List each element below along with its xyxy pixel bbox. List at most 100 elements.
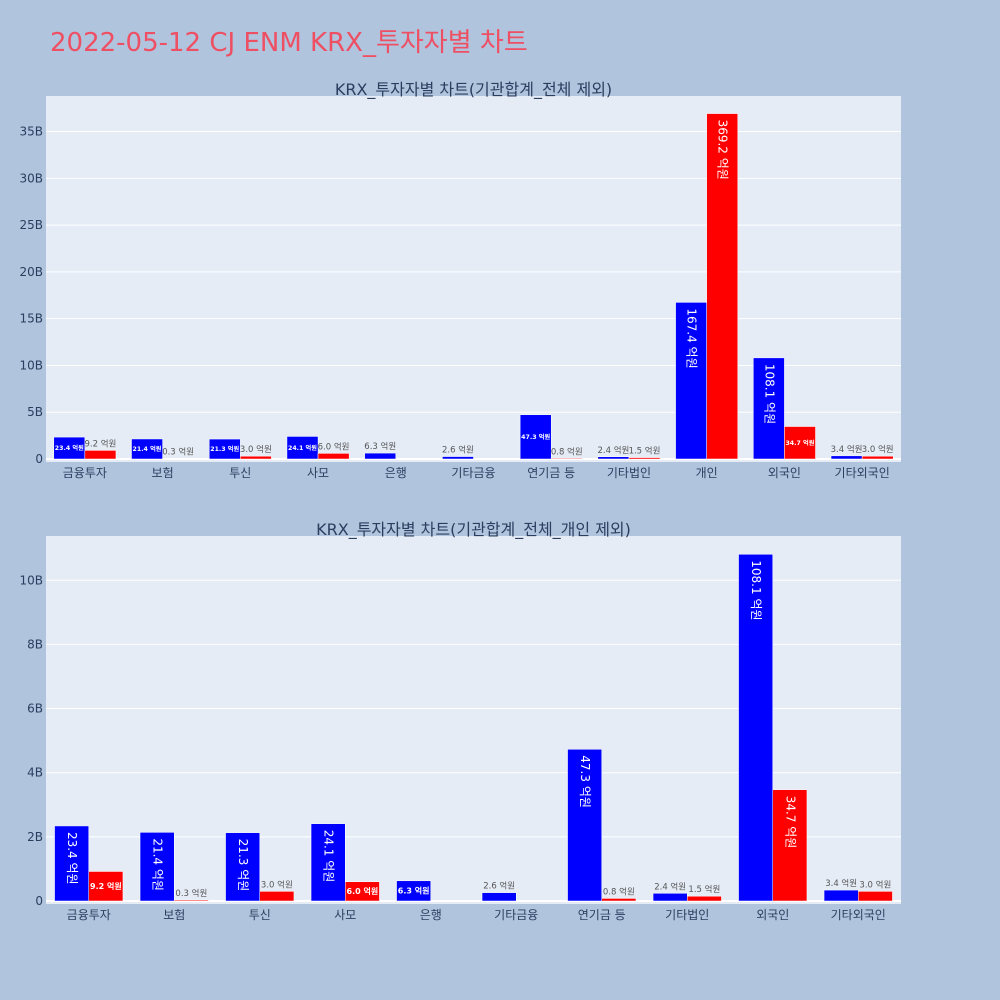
x-tick-label: 은행 [385,465,407,480]
x-tick-label: 기타금융 [451,466,495,480]
data-label: 6.0 억원 [347,886,379,896]
bar-sell [550,458,583,460]
data-label: 1.5 억원 [688,884,720,895]
y-tick-label: 0 [35,894,43,908]
data-label: 0.3 억원 [162,447,194,458]
data-label: 21.3 억원 [236,839,250,892]
data-label: 0.3 억원 [175,888,207,899]
x-tick-label: 외국인 [768,466,801,480]
data-label: 3.4 억원 [831,444,863,455]
bar-buy [286,436,319,460]
bar-buy [54,825,89,902]
data-label: 6.3 억원 [364,441,396,452]
data-label: 24.1 억원 [322,830,336,883]
data-label: 2.6 억원 [442,445,474,456]
x-tick-label: 은행 [420,907,442,922]
y-tick-label: 10B [19,358,43,372]
x-tick-label: 투신 [229,466,251,480]
data-label: 2.4 억원 [654,881,686,892]
data-label: 21.3 억원 [210,445,239,453]
data-label: 47.3 억원 [521,433,550,441]
bar-sell [861,455,894,460]
x-tick-label: 기타외국인 [831,908,886,922]
data-label: 167.4 억원 [685,308,699,368]
y-tick-label: 30B [19,171,43,185]
data-label: 108.1 억원 [762,364,776,424]
y-tick-label: 20B [19,265,43,279]
bar-buy [753,357,785,460]
y-tick-label: 5B [27,405,43,419]
data-label: 369.2 억원 [716,120,730,180]
chart-title: KRX_투자자별 차트(기관합계_전체 제외) [335,80,612,100]
bar-buy [519,414,552,460]
y-tick-label: 0 [35,452,43,466]
bar-buy [310,823,346,902]
x-tick-label: 연기금 등 [578,908,626,922]
data-label: 3.4 억원 [825,878,857,889]
data-label: 3.0 억원 [862,444,894,455]
bar-sell [88,871,124,902]
data-label: 21.4 억원 [151,838,165,891]
chart-bottom: KRX_투자자별 차트(기관합계_전체_개인 제외) 0 2B 4B 6B 8B 10B 금융… [19,520,901,922]
y-tick-label: 25B [19,218,43,232]
y-tick-label: 15B [19,312,43,326]
data-label: 9.2 억원 [90,881,122,891]
bar-buy [225,832,261,902]
bar-sell [84,450,117,460]
chart-top: KRX_투자자별 차트(기관합계_전체 제외) 0 5B 10B 15B 20B 25B 30… [19,80,901,480]
bar-buy [823,889,859,902]
data-label: 21.4 억원 [133,445,162,453]
bar-buy [364,452,397,460]
x-tick-label: 금융투자 [63,466,107,480]
data-label: 6.0 억원 [318,441,350,452]
data-label: 34.7 억원 [783,796,797,849]
bar-buy [567,749,602,902]
bar-buy [738,554,773,902]
bar-sell [858,891,893,902]
y-tick-label: 35B [19,125,43,139]
data-label: 3.0 억원 [240,444,272,455]
x-tick-label: 보험 [152,466,174,480]
x-tick-label: 사모 [307,466,329,480]
x-tick-label: 기타법인 [607,466,651,480]
data-label: 108.1 억원 [749,560,763,620]
bar-buy [675,302,707,460]
page-title: 2022-05-12 CJ ENM KRX_투자자별 차트 [50,28,528,58]
bar-sell [174,899,209,902]
bar-buy [830,455,863,460]
bar-buy [442,456,474,460]
bar-buy [481,892,517,902]
bar-buy [208,438,241,460]
bar-buy [53,436,86,460]
y-tick-label: 10B [19,573,43,587]
data-label: 3.0 억원 [261,879,293,890]
data-label: 34.7 억원 [785,439,814,447]
x-tick-label: 외국인 [756,908,789,922]
x-tick-label: 기타외국인 [835,466,890,480]
bar-sell [687,895,722,902]
data-label: 6.3 억원 [398,886,430,896]
data-label: 47.3 억원 [578,755,592,808]
data-label: 2.6 억원 [483,881,515,892]
bar-sell [345,881,380,902]
bar-buy [139,832,175,902]
bar-sell [601,898,637,902]
y-tick-label: 4B [27,766,43,780]
y-tick-label: 2B [27,830,43,844]
bar-sell [772,789,808,902]
data-label: 1.5 억원 [629,446,661,457]
x-tick-label: 투신 [249,908,271,922]
bar-buy [652,893,688,902]
x-tick-label: 기타금융 [494,908,538,922]
x-tick-label: 보험 [163,908,185,922]
y-tick-label: 6B [27,702,43,716]
bar-sell [317,453,350,460]
data-label: 0.8 억원 [551,446,583,457]
bar-sell [784,426,816,460]
data-label: 3.0 억원 [859,879,891,890]
bar-buy [396,880,431,902]
data-label: 24.1 억원 [288,444,317,452]
bar-sell [240,455,272,460]
chart-title: KRX_투자자별 차트(기관합계_전체_개인 제외) [316,520,631,540]
